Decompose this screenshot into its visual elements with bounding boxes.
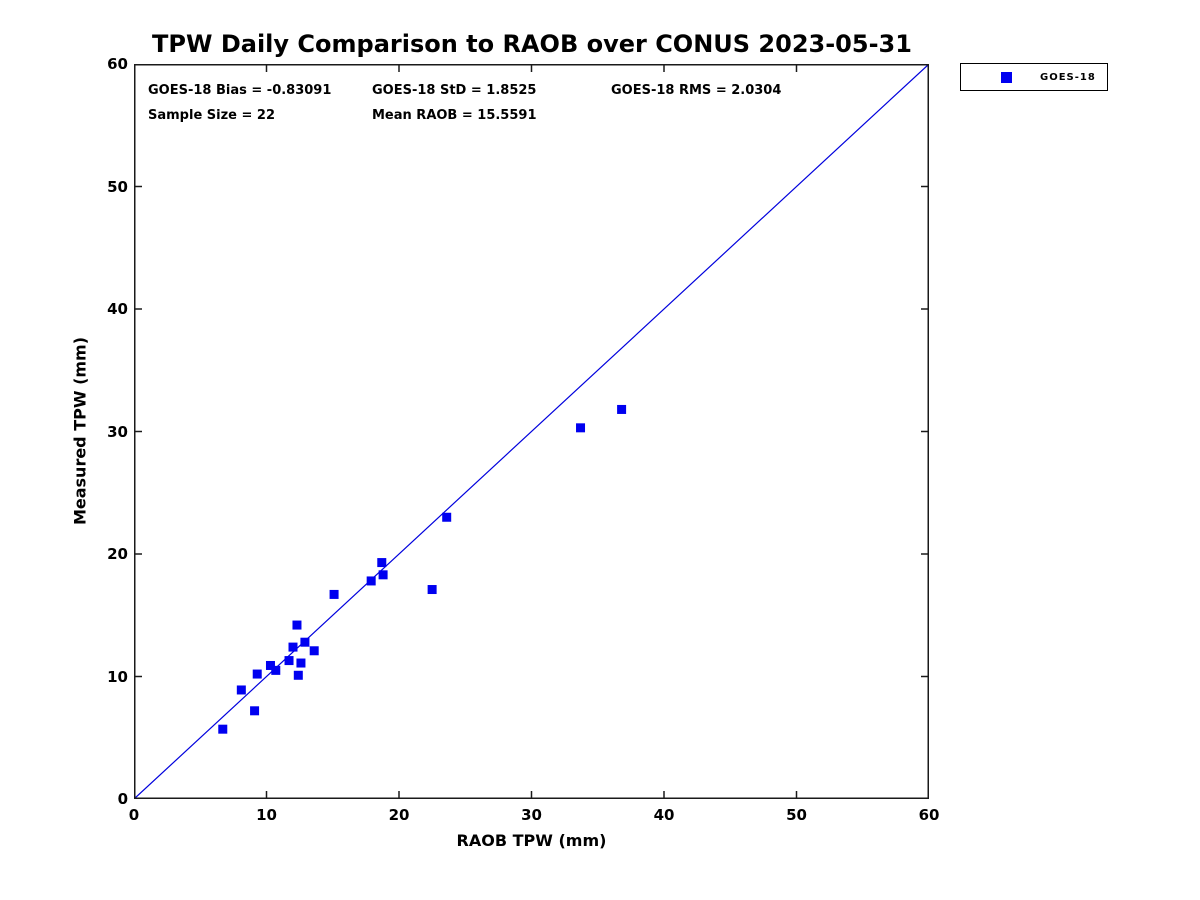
data-point	[366, 576, 376, 586]
scatter-plot-svg	[134, 64, 929, 799]
plot-area	[134, 64, 929, 799]
data-point	[378, 570, 388, 580]
data-point	[300, 637, 310, 647]
data-point	[265, 660, 275, 670]
y-tick-label: 30	[107, 422, 128, 441]
data-point	[271, 665, 281, 675]
data-point	[218, 724, 228, 734]
y-tick-label: 50	[107, 177, 128, 196]
data-point	[296, 658, 306, 668]
y-tick-label: 60	[107, 55, 128, 73]
data-point	[252, 669, 262, 679]
x-tick-label: 60	[918, 806, 940, 824]
data-point	[427, 585, 437, 595]
y-tick-label: 40	[107, 300, 128, 318]
x-tick-label: 30	[521, 806, 542, 824]
stat-bias: GOES-18 Bias = -0.83091	[148, 83, 332, 98]
data-point	[329, 589, 339, 599]
x-tick-label: 40	[653, 806, 675, 824]
data-point	[288, 642, 298, 652]
data-point	[576, 423, 586, 433]
x-tick-label: 0	[128, 806, 140, 824]
data-point	[292, 620, 302, 630]
axes-box	[134, 64, 929, 799]
legend-square-marker-icon	[1001, 71, 1012, 83]
y-tick-label: 0	[117, 790, 128, 808]
x-tick-label: 20	[388, 806, 410, 824]
stat-mean-raob: Mean RAOB = 15.5591	[372, 108, 537, 123]
x-axis-label: RAOB TPW (mm)	[456, 831, 607, 850]
x-tick-label: 10	[256, 806, 277, 824]
data-point	[284, 656, 294, 666]
y-tick-label: 20	[107, 545, 128, 563]
data-point	[309, 646, 319, 656]
stat-sample-size: Sample Size = 22	[148, 108, 276, 123]
legend-series-label: GOES-18	[1040, 71, 1096, 83]
y-tick-label: 10	[107, 667, 128, 686]
data-point	[293, 670, 303, 680]
data-point	[236, 685, 246, 695]
legend-box: GOES-18	[960, 63, 1108, 91]
data-point	[442, 512, 452, 522]
stat-rms: GOES-18 RMS = 2.0304	[611, 83, 782, 98]
chart-title: TPW Daily Comparison to RAOB over CONUS …	[152, 30, 912, 58]
x-tick-label: 50	[786, 806, 807, 824]
stat-std: GOES-18 StD = 1.8525	[372, 83, 537, 98]
data-point	[377, 558, 387, 568]
data-point	[250, 706, 260, 716]
data-point	[617, 404, 627, 414]
one-to-one-line	[134, 64, 929, 799]
